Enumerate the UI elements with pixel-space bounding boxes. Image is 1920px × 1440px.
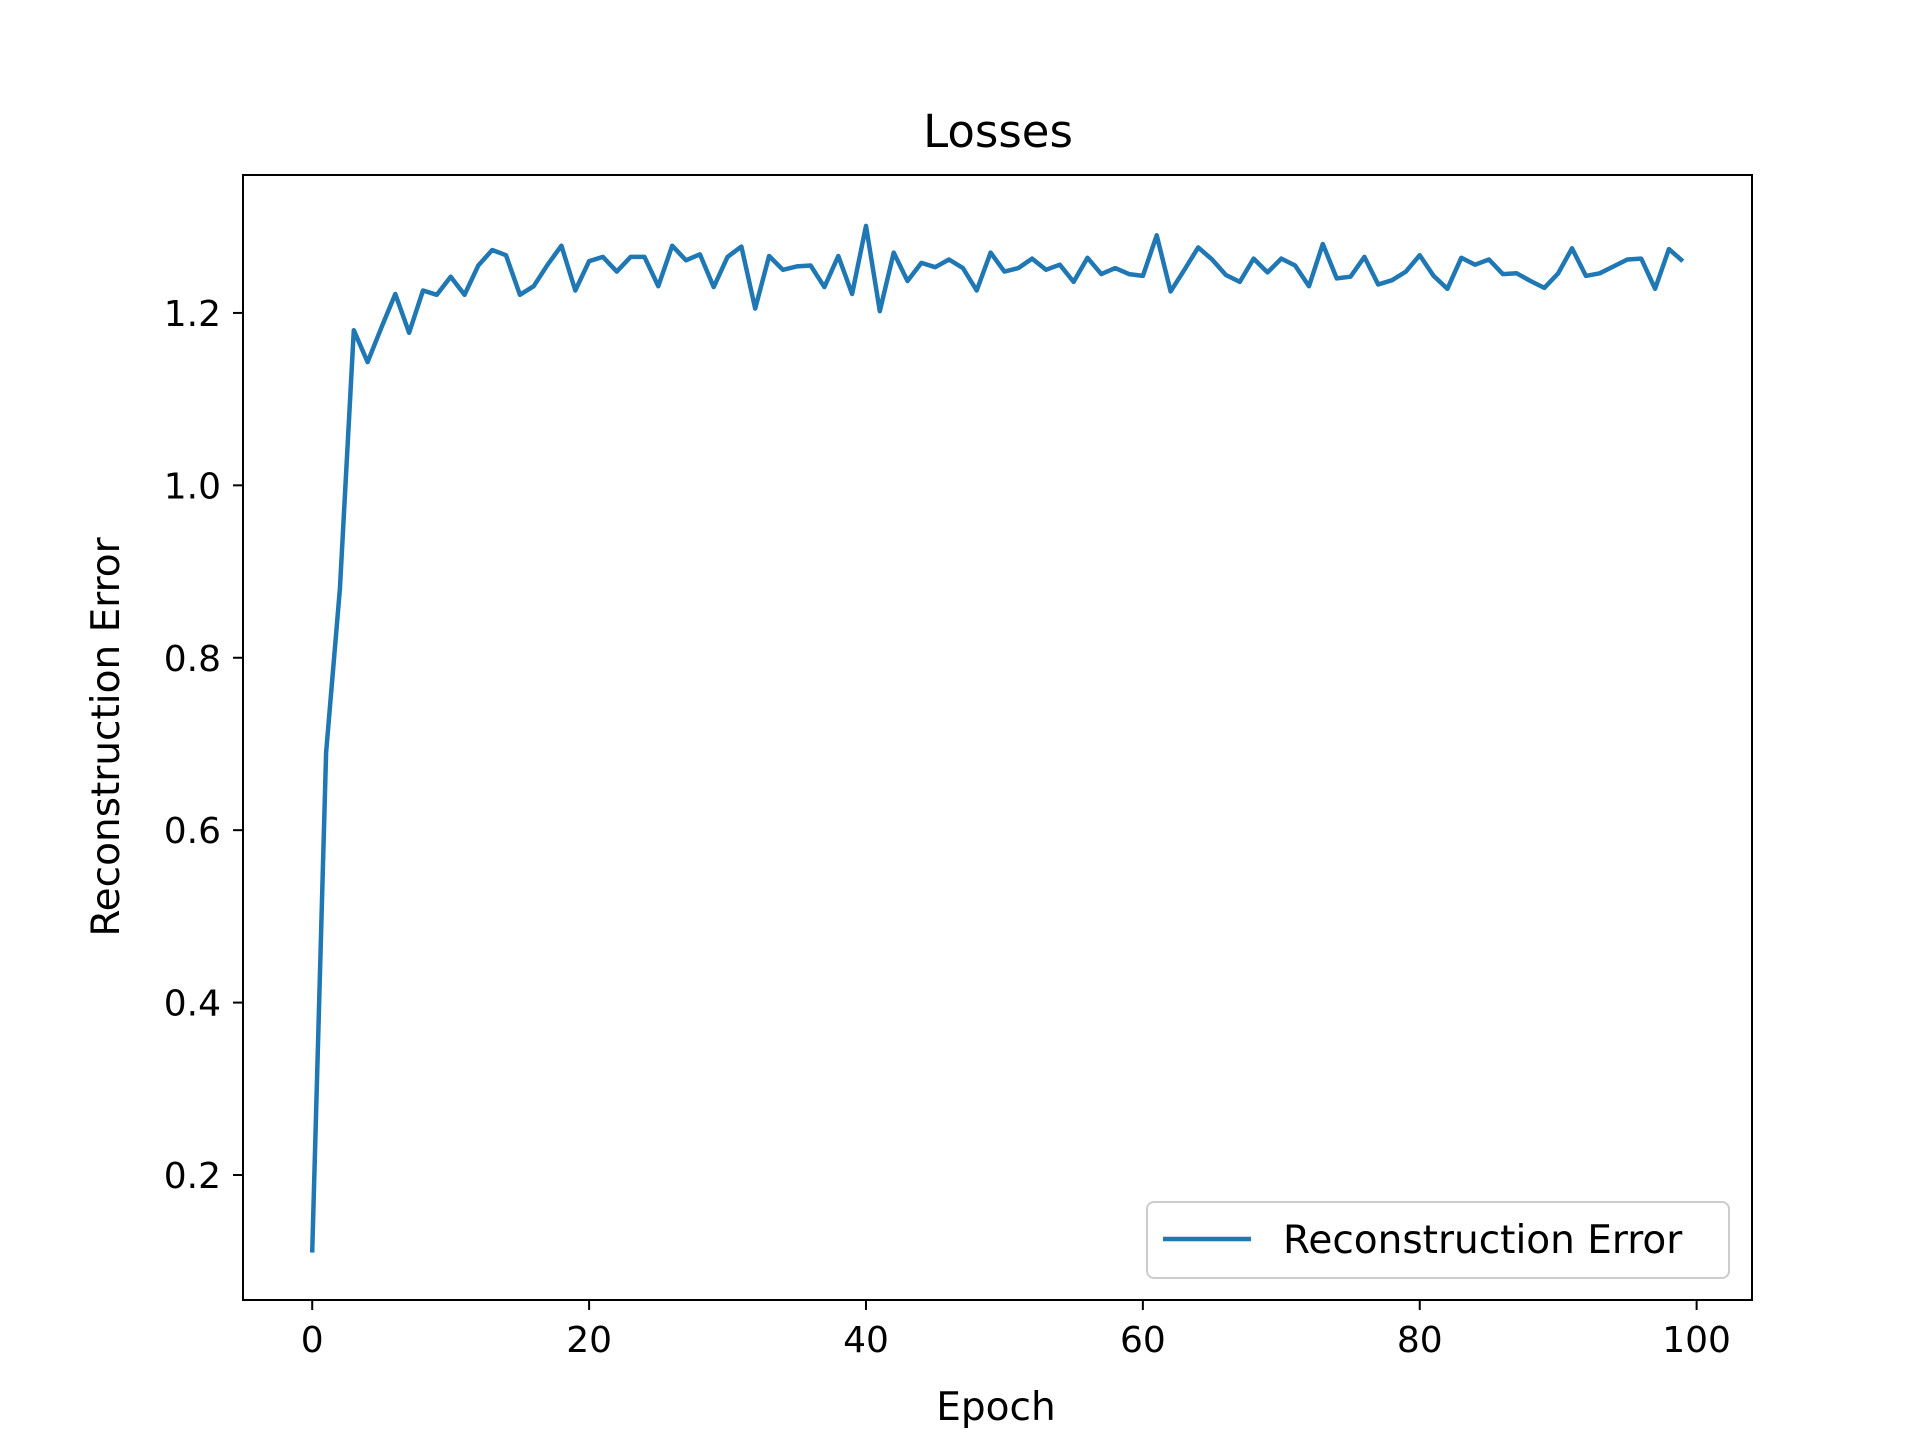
x-axis-ticks: 0 20 40 60 80 100 [301, 1300, 1731, 1361]
plot-area [309, 223, 1685, 1253]
y-axis-ticks: 0.2 0.4 0.6 0.8 1.0 1.2 [164, 294, 243, 1197]
legend: Reconstruction Error [1146, 1201, 1730, 1279]
legend-label: Reconstruction Error [1283, 1218, 1683, 1263]
y-tick-label: 1.0 [164, 466, 221, 507]
x-tick-label: 100 [1662, 1320, 1731, 1361]
y-tick-label: 0.4 [164, 984, 221, 1025]
x-axis-title: Epoch [936, 1385, 1055, 1430]
x-tick-label: 80 [1397, 1320, 1443, 1361]
series-line-1 [309, 223, 1685, 1253]
y-tick-label: 0.2 [164, 1156, 221, 1197]
x-tick-label: 40 [843, 1320, 889, 1361]
x-tick-label: 0 [301, 1320, 324, 1361]
y-axis-title: Reconstruction Error [84, 536, 129, 936]
plot-frame [242, 174, 1753, 1301]
x-tick-label: 20 [566, 1320, 612, 1361]
y-tick-label: 0.8 [164, 639, 221, 680]
legend-box [1146, 1201, 1730, 1279]
y-tick-label: 0.6 [164, 811, 221, 852]
x-tick-label: 60 [1120, 1320, 1166, 1361]
y-tick-label: 1.2 [164, 294, 221, 335]
chart-title: Losses [923, 105, 1073, 158]
